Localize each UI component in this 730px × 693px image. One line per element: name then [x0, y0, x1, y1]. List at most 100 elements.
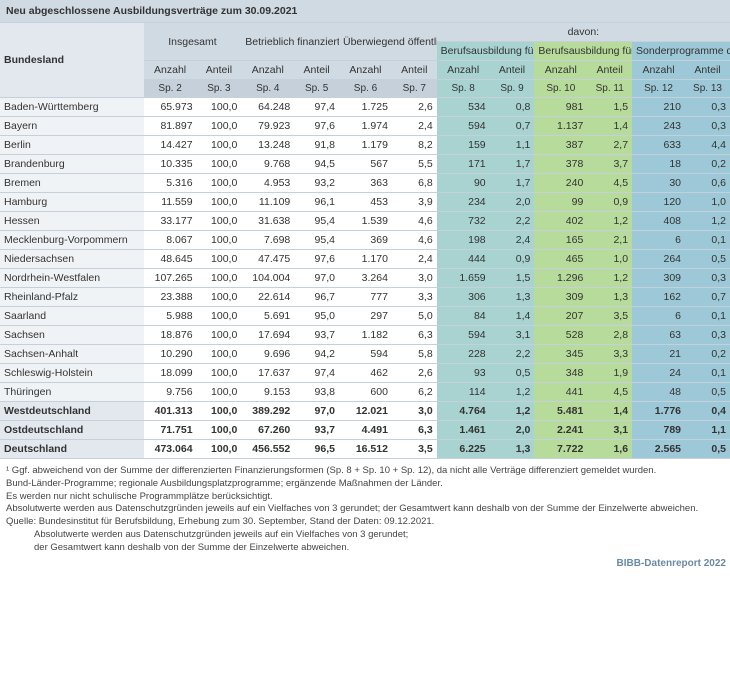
cell: 309: [632, 269, 685, 288]
cell: 63: [632, 326, 685, 345]
cell: 4.764: [437, 402, 490, 421]
cell: 465: [534, 250, 587, 269]
row-name: Sachsen: [0, 326, 144, 345]
row-name: Bremen: [0, 174, 144, 193]
sub-count: Anzahl: [241, 61, 294, 80]
cell: 243: [632, 117, 685, 136]
cell: 1,2: [490, 383, 535, 402]
cell: 5.691: [241, 307, 294, 326]
cell: 91,8: [294, 136, 339, 155]
cell: 1,3: [490, 440, 535, 459]
cell: 7.722: [534, 440, 587, 459]
footnotes: ¹ Ggf. abweichend von der Summe der diff…: [0, 459, 730, 557]
cell: 528: [534, 326, 587, 345]
cell: 100,0: [197, 288, 242, 307]
footnote: Bund-Länder-Programme; regionale Ausbild…: [6, 478, 724, 491]
cell: 100,0: [197, 174, 242, 193]
cell: 9.768: [241, 155, 294, 174]
cell: 97,4: [294, 364, 339, 383]
cell: 1,2: [587, 269, 632, 288]
cell: 1.974: [339, 117, 392, 136]
cell: 96,5: [294, 440, 339, 459]
cell: 90: [437, 174, 490, 193]
cell: 1,9: [587, 364, 632, 383]
sp-label: Sp. 2: [144, 80, 197, 98]
cell: 3,1: [490, 326, 535, 345]
cell: 100,0: [197, 155, 242, 174]
cell: 100,0: [197, 193, 242, 212]
cell: 94,2: [294, 345, 339, 364]
sp-label: Sp. 4: [241, 80, 294, 98]
cell: 0,5: [685, 440, 730, 459]
summary-row: Westdeutschland401.313100,0389.29297,012…: [0, 402, 730, 421]
cell: 8.067: [144, 231, 197, 250]
cell: 789: [632, 421, 685, 440]
cell: 594: [437, 117, 490, 136]
cell: 6,2: [392, 383, 437, 402]
cell: 1,4: [587, 117, 632, 136]
cell: 7.698: [241, 231, 294, 250]
row-name: Ostdeutschland: [0, 421, 144, 440]
sub-count: Anzahl: [632, 61, 685, 80]
table-row: Rheinland-Pfalz23.388100,022.61496,77773…: [0, 288, 730, 307]
cell: 2,0: [490, 421, 535, 440]
cell: 97,6: [294, 250, 339, 269]
group-betrieblich: Betrieblich finanziert: [241, 23, 339, 61]
cell: 0,6: [685, 174, 730, 193]
cell: 4.953: [241, 174, 294, 193]
footnote: der Gesamtwert kann deshalb von der Summ…: [6, 542, 724, 555]
cell: 210: [632, 98, 685, 117]
cell: 0,3: [685, 98, 730, 117]
cell: 5.988: [144, 307, 197, 326]
cell: 100,0: [197, 402, 242, 421]
cell: 2,8: [587, 326, 632, 345]
cell: 81.897: [144, 117, 197, 136]
cell: 0,5: [490, 364, 535, 383]
cell: 0,8: [490, 98, 535, 117]
cell: 0,7: [685, 288, 730, 307]
sp-label: Sp. 10: [534, 80, 587, 98]
row-name: Brandenburg: [0, 155, 144, 174]
sub-share: Anteil: [587, 61, 632, 80]
cell: 104.004: [241, 269, 294, 288]
cell: 6,3: [392, 326, 437, 345]
cell: 93,8: [294, 383, 339, 402]
table-row: Mecklenburg-Vorpommern8.067100,07.69895,…: [0, 231, 730, 250]
cell: 228: [437, 345, 490, 364]
cell: 1,2: [587, 212, 632, 231]
sub-share: Anteil: [294, 61, 339, 80]
cell: 378: [534, 155, 587, 174]
sub-count: Anzahl: [437, 61, 490, 80]
table-row: Sachsen18.876100,017.69493,71.1826,35943…: [0, 326, 730, 345]
cell: 3,5: [587, 307, 632, 326]
cell: 24: [632, 364, 685, 383]
cell: 1.182: [339, 326, 392, 345]
cell: 6: [632, 307, 685, 326]
cell: 67.260: [241, 421, 294, 440]
row-name: Mecklenburg-Vorpommern: [0, 231, 144, 250]
cell: 1.296: [534, 269, 587, 288]
cell: 402: [534, 212, 587, 231]
cell: 10.335: [144, 155, 197, 174]
cell: 600: [339, 383, 392, 402]
cell: 65.973: [144, 98, 197, 117]
cell: 95,0: [294, 307, 339, 326]
cell: 5,8: [392, 345, 437, 364]
cell: 408: [632, 212, 685, 231]
cell: 633: [632, 136, 685, 155]
cell: 2,2: [490, 345, 535, 364]
sp-label: Sp. 6: [339, 80, 392, 98]
cell: 97,0: [294, 269, 339, 288]
cell: 2,4: [490, 231, 535, 250]
cell: 1.179: [339, 136, 392, 155]
cell: 18.099: [144, 364, 197, 383]
cell: 1,2: [490, 402, 535, 421]
cell: 2,4: [392, 250, 437, 269]
cell: 100,0: [197, 250, 242, 269]
row-name: Sachsen-Anhalt: [0, 345, 144, 364]
table-row: Berlin14.427100,013.24891,81.1798,21591,…: [0, 136, 730, 155]
cell: 1.461: [437, 421, 490, 440]
cell: 1,4: [490, 307, 535, 326]
cell: 594: [437, 326, 490, 345]
cell: 5.316: [144, 174, 197, 193]
